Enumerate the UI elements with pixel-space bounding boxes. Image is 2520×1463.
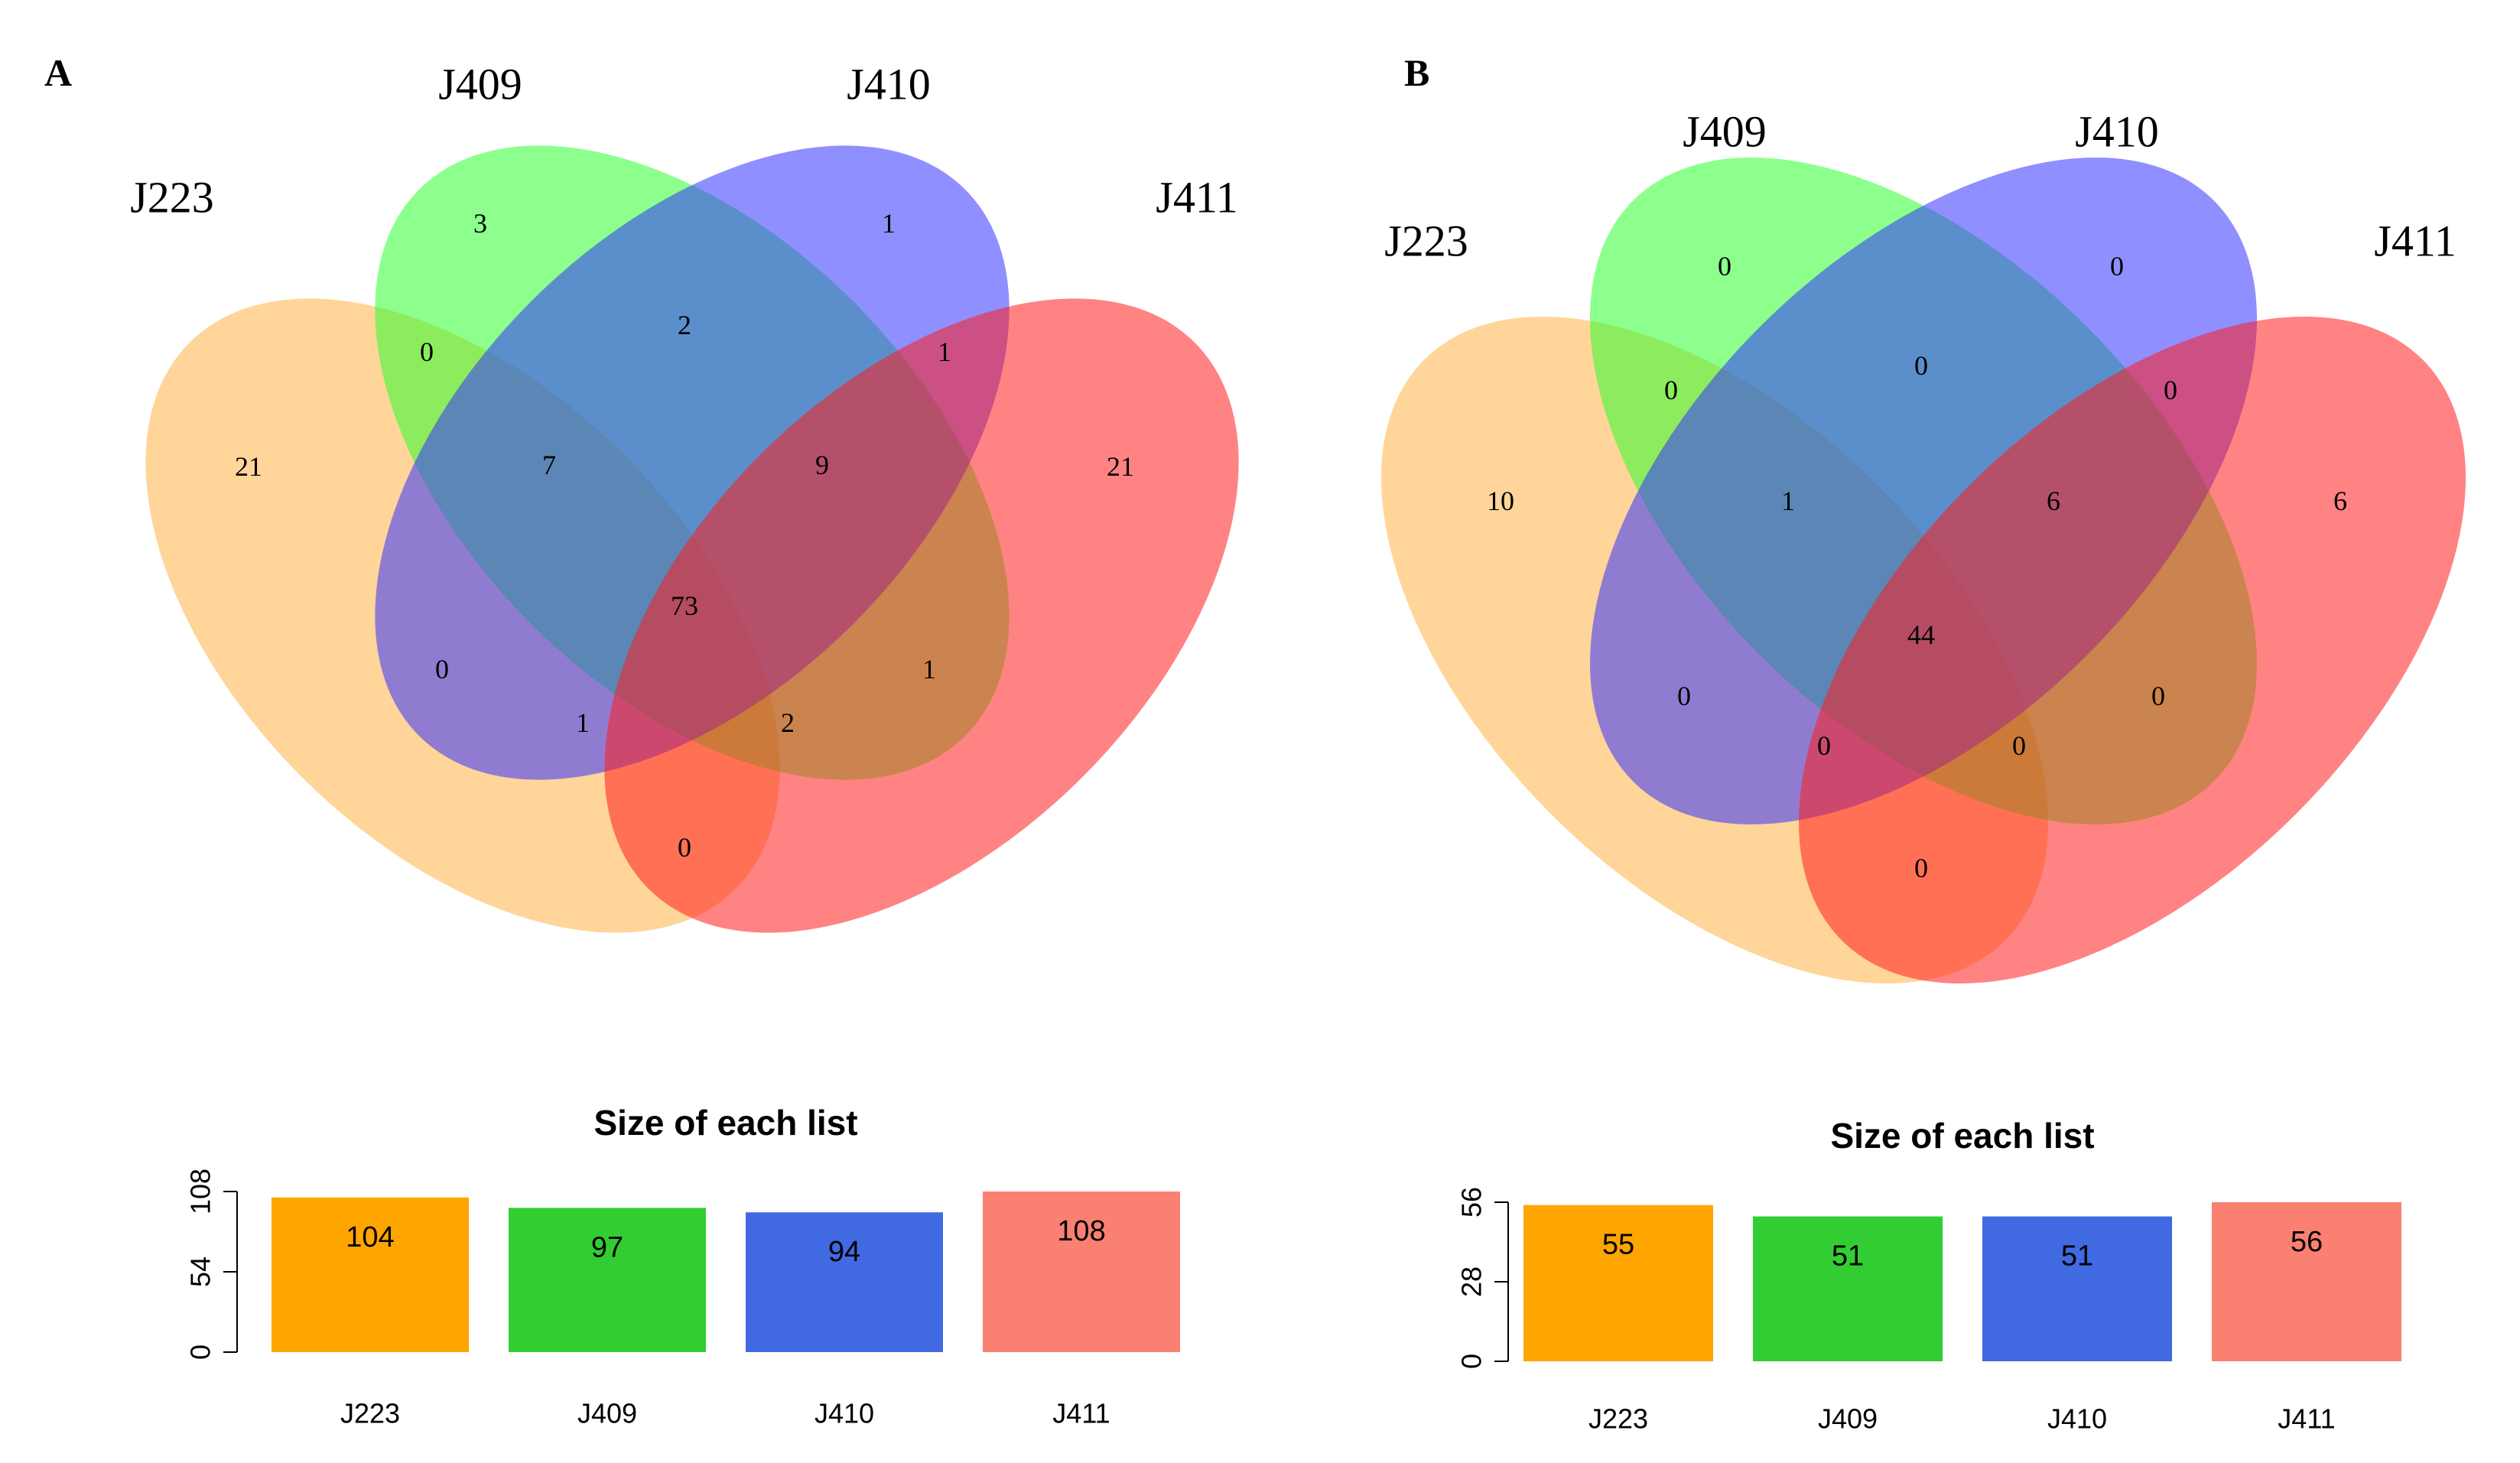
x-category-label: J409 — [577, 1398, 637, 1429]
chart-title: Size of each list — [1830, 1116, 2094, 1156]
bar-value-label: 51 — [2061, 1240, 2093, 1273]
venn-region-count: 2 — [781, 707, 795, 738]
venn-region-count: 0 — [1914, 853, 1928, 883]
venn-region-count: 21 — [235, 451, 262, 482]
venn-region-count: 6 — [2047, 486, 2060, 516]
venn-region-count: 10 — [1487, 486, 1514, 516]
venn-region-count: 0 — [2151, 681, 2165, 711]
bar-value-label: 108 — [1057, 1215, 1105, 1247]
bar-chart-size-of-each-list: Size of each list 0 28 56 55 J223 51 J409 51 J410… — [1456, 1116, 2401, 1435]
venn-region-count: 1 — [1781, 486, 1795, 516]
venn-set-label: J409 — [438, 60, 522, 109]
venn-region-count: 44 — [1907, 619, 1935, 650]
x-category-label: J411 — [1052, 1398, 1110, 1429]
venn-region-count: 0 — [2164, 375, 2177, 405]
venn-set-label: J223 — [1384, 216, 1468, 266]
bar-j409 — [1753, 1216, 1943, 1361]
y-tick-label: 54 — [185, 1257, 216, 1287]
venn-region-count: 0 — [2110, 251, 2124, 281]
venn-region-count: 0 — [2012, 730, 2026, 761]
x-category-label: J409 — [1818, 1403, 1878, 1435]
venn-set-label: J410 — [2075, 107, 2159, 157]
y-tick-label: 0 — [1456, 1354, 1488, 1369]
bar-j409 — [509, 1208, 706, 1352]
bar-j223 — [272, 1197, 469, 1352]
bar-value-label: 55 — [1602, 1229, 1634, 1261]
chart-title: Size of each list — [593, 1103, 857, 1143]
bar-j411 — [983, 1192, 1180, 1352]
venn-region-count: 0 — [435, 654, 449, 684]
y-tick-label: 28 — [1456, 1266, 1488, 1297]
venn-region-count: 0 — [1718, 251, 1731, 281]
bar-value-label: 56 — [2291, 1226, 2323, 1258]
venn-region-count: 0 — [420, 336, 434, 367]
panel-label: B — [1404, 51, 1429, 94]
venn-region-count: 21 — [1107, 451, 1134, 482]
venn-region-count: 7 — [542, 450, 556, 480]
venn-region-count: 0 — [1817, 730, 1831, 761]
venn-set-label: J410 — [847, 60, 931, 109]
x-category-label: J223 — [1588, 1403, 1648, 1435]
venn-set-j411 — [604, 298, 1239, 933]
venn-region-count: 73 — [671, 590, 698, 621]
bar-value-label: 51 — [1832, 1240, 1864, 1273]
y-tick-label: 108 — [185, 1169, 216, 1214]
venn-region-count: 0 — [1914, 350, 1928, 381]
x-category-label: J410 — [815, 1398, 874, 1429]
bar-j410 — [746, 1212, 943, 1352]
venn-region-count: 1 — [576, 707, 590, 738]
x-category-label: J410 — [2047, 1403, 2107, 1435]
bar-value-label: 97 — [591, 1231, 623, 1263]
venn-set-label: J409 — [1683, 107, 1767, 157]
venn-region-count: 0 — [1664, 375, 1678, 405]
venn-set-label: J223 — [130, 173, 214, 223]
venn-diagram-b: B J223 J409 J410 J411 10 0 0 6 0 0 0 1 6 44 0 0 0 0 0 — [1381, 51, 2466, 983]
venn-region-count: 1 — [938, 336, 951, 367]
panel-label: A — [44, 51, 72, 94]
venn-region-count: 1 — [922, 654, 936, 684]
venn-region-count: 0 — [678, 832, 691, 863]
bar-j410 — [1982, 1216, 2172, 1361]
bar-value-label: 94 — [828, 1236, 860, 1268]
y-tick-label: 0 — [185, 1344, 216, 1360]
bar-value-label: 104 — [346, 1221, 394, 1253]
x-category-label: J411 — [2278, 1403, 2335, 1435]
venn-region-count: 9 — [815, 450, 829, 480]
venn-set-label: J411 — [1156, 173, 1237, 223]
bar-j223 — [1523, 1205, 1713, 1361]
venn-region-count: 2 — [678, 310, 691, 340]
bar-j411 — [2212, 1202, 2401, 1361]
y-tick-label: 56 — [1456, 1187, 1488, 1218]
venn-region-count: 1 — [882, 208, 896, 239]
venn-set-j410 — [1590, 158, 2257, 824]
venn-region-count: 0 — [1677, 681, 1691, 711]
venn-set-j411 — [1799, 317, 2466, 983]
venn-region-count: 3 — [473, 208, 487, 239]
venn-set-label: J411 — [2374, 216, 2456, 266]
venn-region-count: 6 — [2333, 486, 2347, 516]
bar-chart-size-of-each-list: Size of each list 0 54 108 104 J223 97 J409 94 J4… — [185, 1103, 1180, 1429]
x-category-label: J223 — [340, 1398, 400, 1429]
